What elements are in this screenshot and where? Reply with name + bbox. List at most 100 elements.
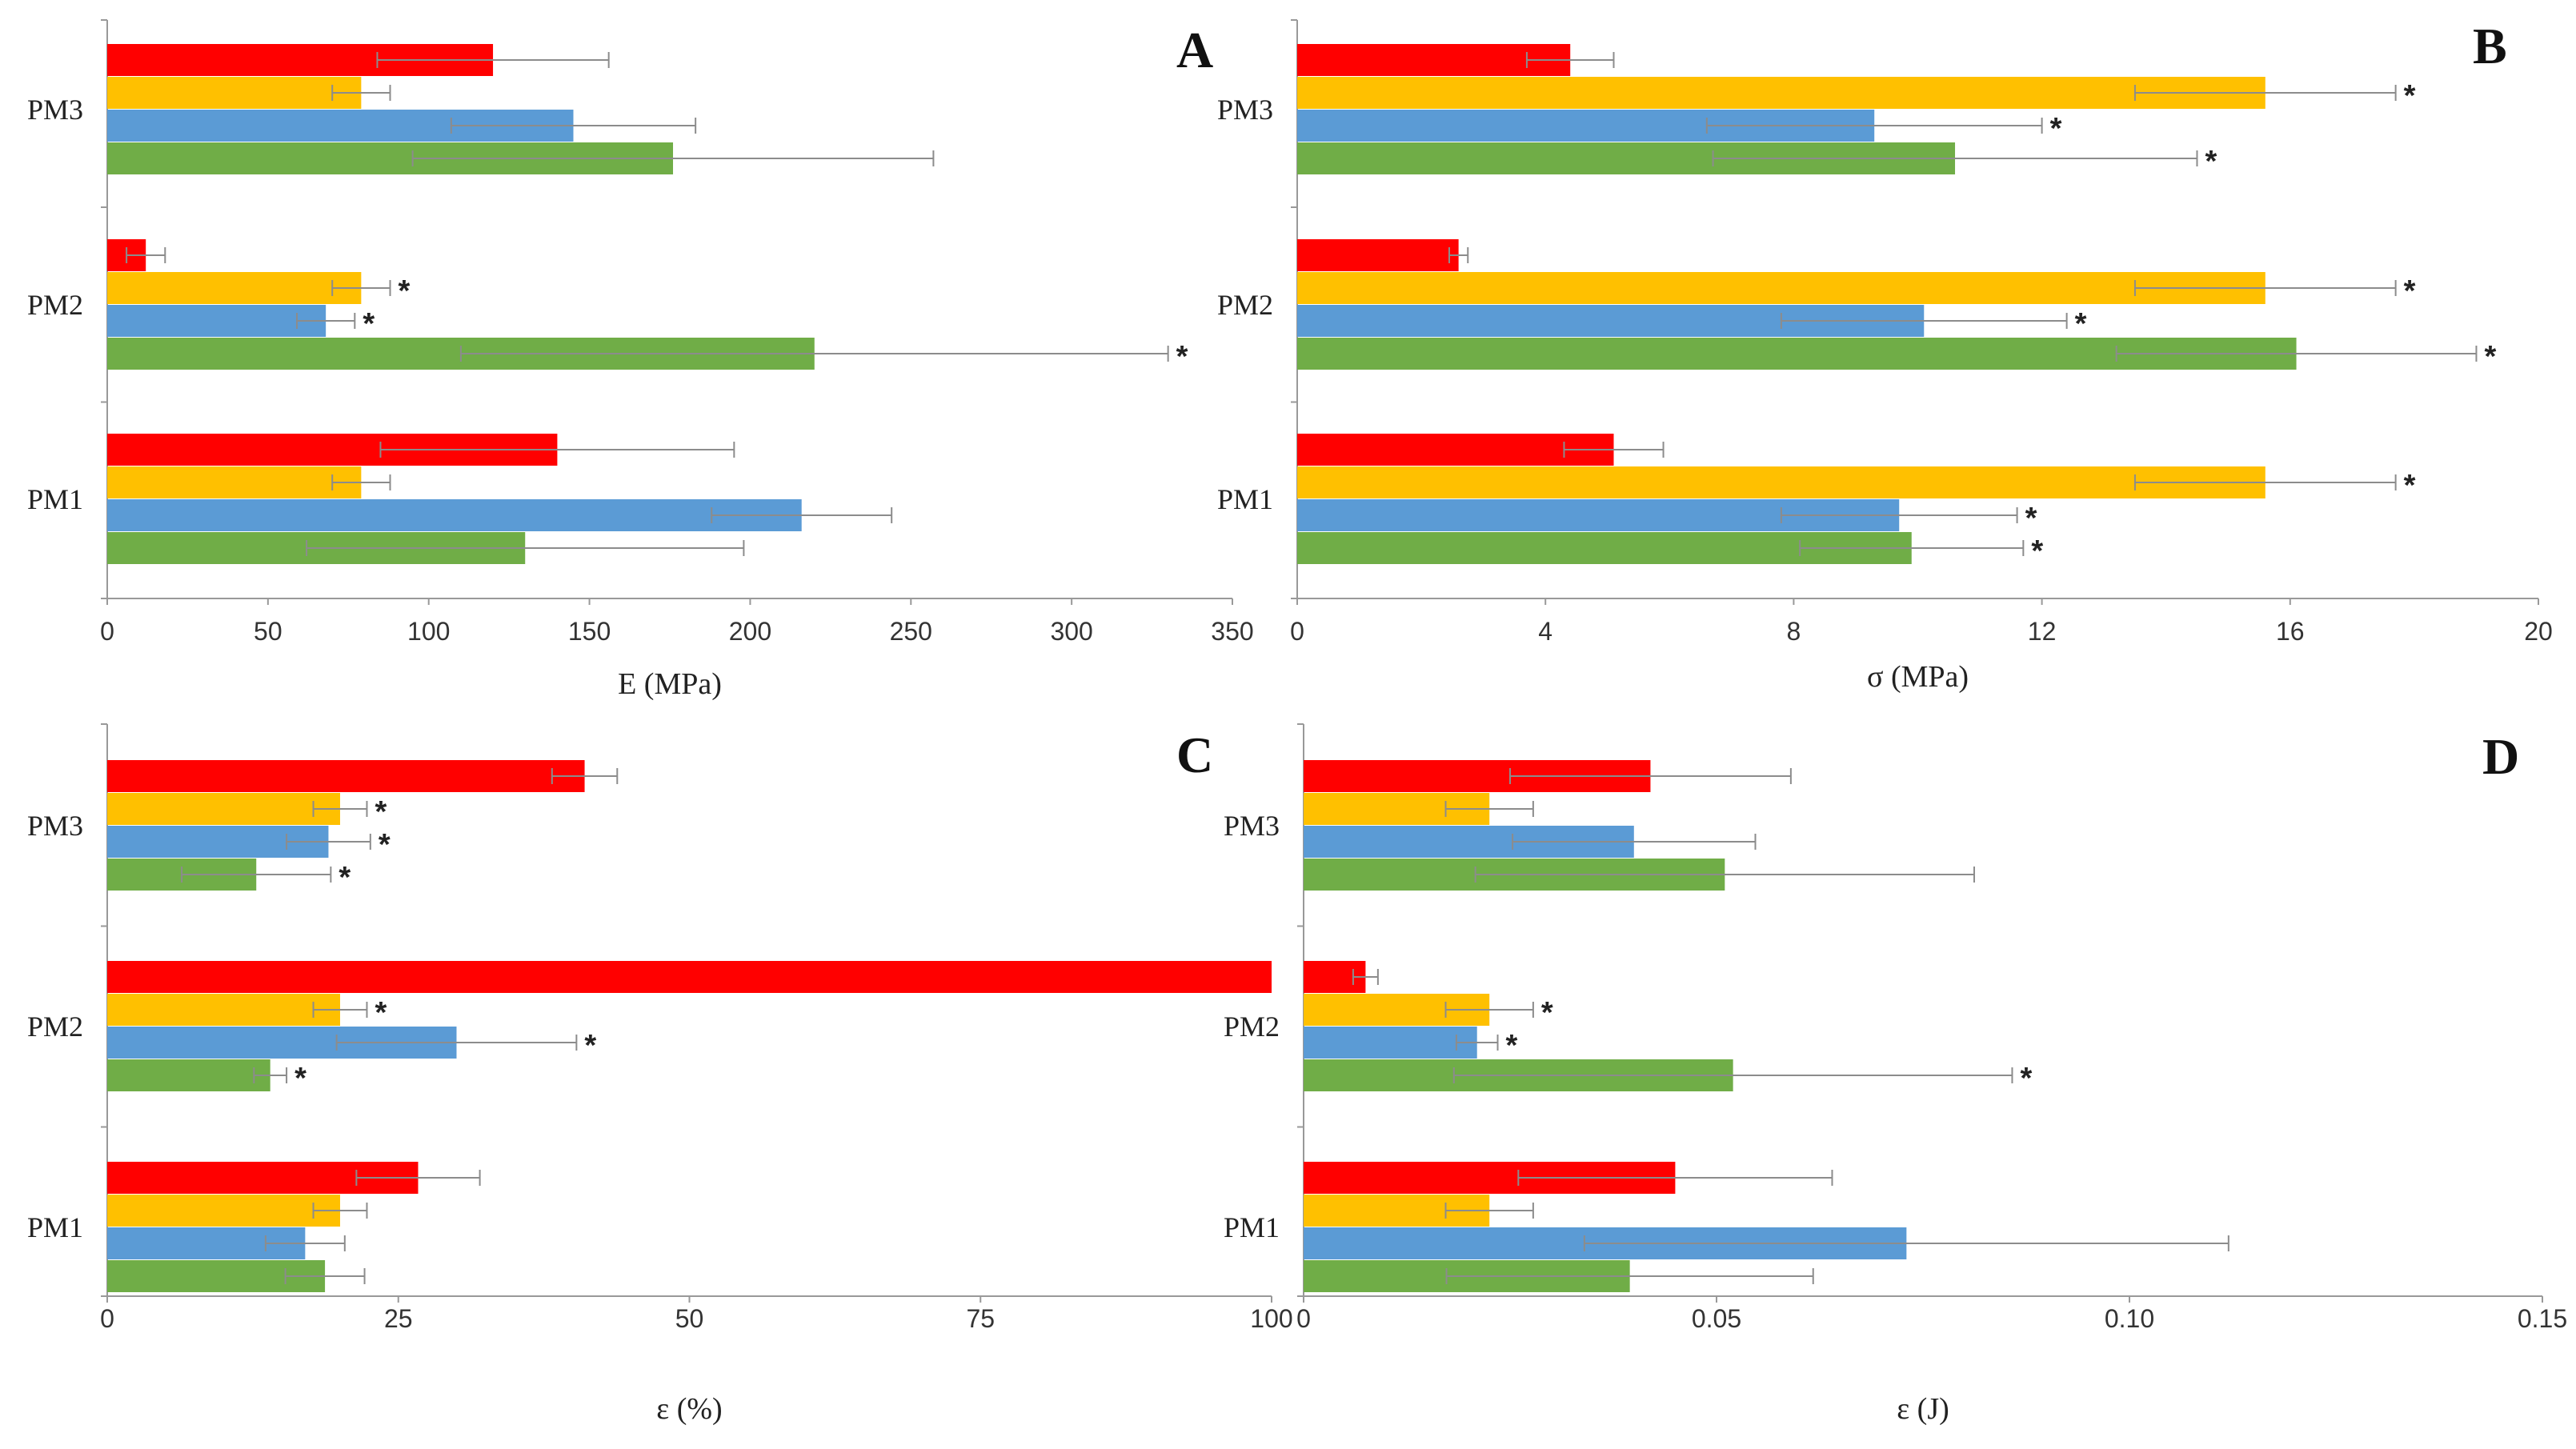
error-bar [253,1067,288,1083]
x-tick-label: 50 [254,617,282,646]
error-bar [1509,768,1792,784]
bar-red-pm3 [107,760,585,792]
error-bar [312,801,368,817]
error-bar [1525,52,1615,68]
error-bar [2133,85,2397,101]
error-bar [1452,1067,2013,1083]
x-tick-label: 0 [100,1304,114,1333]
x-tick-label: 25 [384,1304,413,1333]
error-bar [1780,313,2068,329]
error-bar [1444,1002,1534,1018]
error-bar [1455,1035,1499,1051]
error-bar [1512,834,1757,850]
error-bar [411,150,935,166]
bar-yellow-pm3 [1297,77,2266,109]
error-bar [1444,1203,1534,1219]
bar-red-pm2 [107,961,1272,993]
significance-marker: * [2031,534,2043,568]
x-tick-label: 0.05 [1692,1304,1741,1333]
error-bar [450,118,697,134]
x-tick-label: 4 [1538,617,1552,646]
bar-yellow-pm2 [107,994,340,1026]
x-tick-label: 0 [1290,617,1304,646]
x-tick-label: 0.15 [2518,1304,2567,1333]
error-bar [181,867,332,883]
significance-marker: * [375,795,387,829]
error-bar [331,474,391,490]
x-tick-label: 350 [1211,617,1253,646]
error-bar [1712,150,2198,166]
category-label-pm3: PM3 [27,94,83,126]
bar-red-pm2 [1297,239,1459,271]
x-tick-label: 16 [2276,617,2305,646]
x-axis-title: ε (%) [656,1392,722,1426]
panel-letter: D [2482,728,2519,785]
error-bar [286,834,371,850]
significance-marker: * [2020,1062,2032,1095]
category-label-pm1: PM1 [1224,1211,1280,1243]
significance-marker: * [2050,112,2062,146]
x-tick-label: 100 [1250,1304,1292,1333]
category-label-pm3: PM3 [1217,94,1273,126]
x-tick-label: 12 [2028,617,2057,646]
bar-blue-pm2 [107,305,327,337]
error-bar [1705,118,2043,134]
error-bar [331,85,391,101]
x-tick-label: 0.10 [2105,1304,2154,1333]
x-tick-label: 0 [100,617,114,646]
significance-marker: * [294,1062,306,1095]
category-label-pm1: PM1 [27,483,83,515]
error-bar [551,768,619,784]
category-label-pm1: PM1 [1217,483,1273,515]
error-bar [1352,969,1379,985]
panel-letter: A [1176,22,1213,78]
x-tick-label: 75 [966,1304,995,1333]
x-axis-title: ε (J) [1897,1392,1949,1426]
error-bar [126,247,166,263]
bar-yellow-pm2 [1297,272,2266,304]
bar-yellow-pm2 [107,272,362,304]
panel-D: 0 0.05 0.10 0.15 ε (J) D PM1 PM2 PM3 * * * [1224,723,2567,1426]
bar-yellow-pm3 [107,77,362,109]
bar-red-pm3 [1297,44,1571,76]
error-bar [1780,507,2018,523]
error-bar [312,1203,368,1219]
significance-marker: * [2404,79,2416,113]
error-bar [1445,1268,1814,1284]
significance-marker: * [2075,307,2087,341]
bar-yellow-pm1 [107,466,362,498]
error-bar [335,1035,578,1051]
significance-marker: * [399,274,411,308]
significance-marker: * [2404,469,2416,502]
error-bar [264,1235,346,1251]
error-bar [1563,442,1665,458]
error-bar [379,442,735,458]
error-bar [306,540,745,556]
significance-marker: * [2404,274,2416,308]
category-label-pm3: PM3 [27,810,83,842]
error-bar [376,52,610,68]
significance-marker: * [363,307,375,341]
x-tick-label: 300 [1050,617,1092,646]
error-bar [331,280,391,296]
error-bar [296,313,356,329]
error-bar [284,1268,366,1284]
significance-marker: * [375,996,387,1030]
error-bar [2133,474,2397,490]
x-tick-label: 250 [890,617,932,646]
category-label-pm2: PM2 [27,1011,83,1043]
significance-marker: * [379,828,391,862]
significance-marker: * [339,861,351,895]
x-tick-label: 50 [675,1304,704,1333]
category-label-pm2: PM2 [27,289,83,321]
x-tick-label: 150 [568,617,611,646]
x-axis-title: σ (MPa) [1867,660,1969,694]
category-label-pm2: PM2 [1217,289,1273,321]
significance-marker: * [2205,145,2217,178]
error-bar [1444,801,1534,817]
x-tick-label: 100 [407,617,450,646]
error-bar [312,1002,368,1018]
panel-letter: C [1176,727,1213,783]
